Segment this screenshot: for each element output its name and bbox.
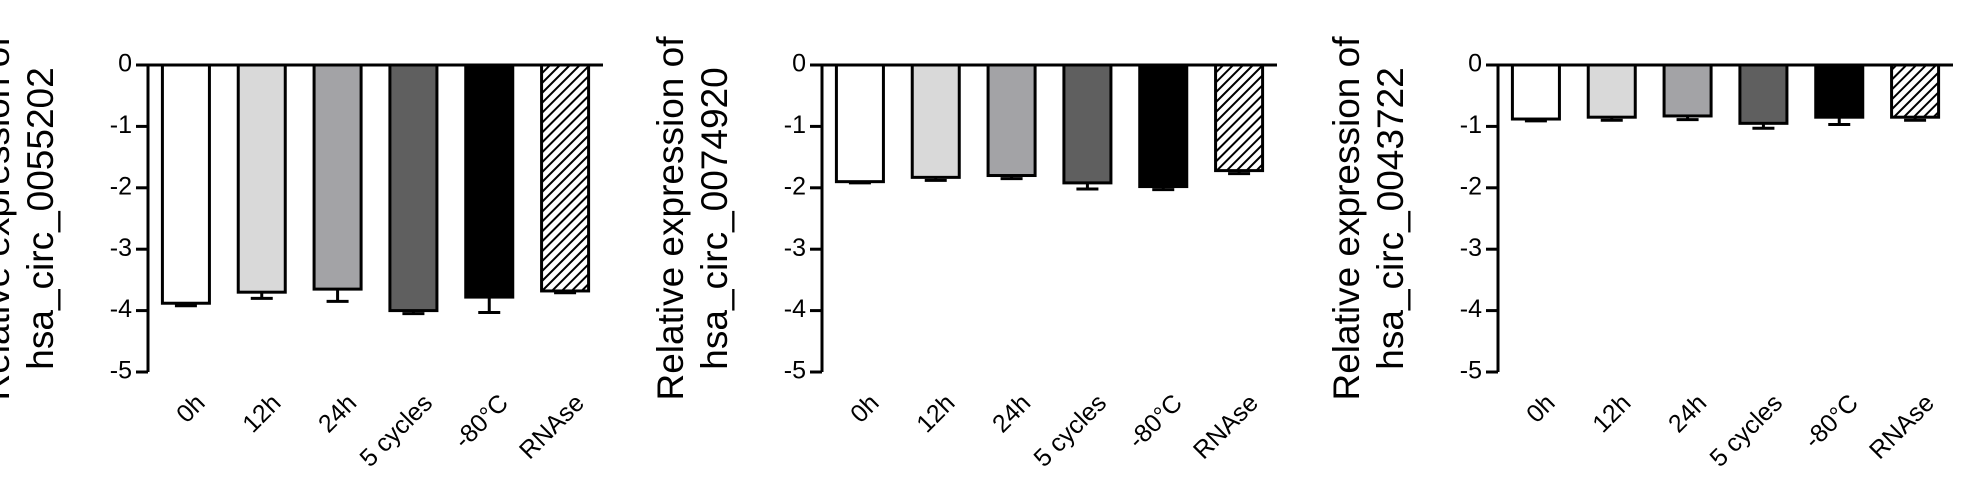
x-tick-label: 0h (171, 389, 210, 428)
y-tick-label: -4 (784, 295, 806, 323)
x-tick-label: RNAse (514, 389, 590, 465)
bar (1662, 63, 1713, 118)
y-tick-label: 0 (1468, 50, 1482, 78)
y-tick-label: -1 (1460, 111, 1482, 139)
bar (464, 63, 515, 299)
y-axis-label: hsa_circ_0074920 (694, 67, 735, 369)
x-tick-label: -80°C (1799, 389, 1864, 454)
bar (986, 63, 1037, 178)
bar (236, 63, 287, 294)
x-tick-label: 24h (1663, 389, 1712, 438)
x-tick-label: 0h (845, 389, 884, 428)
y-tick-label: -3 (110, 234, 132, 262)
y-axis-label: Relative expression of (0, 36, 17, 401)
y-tick-label: -1 (110, 111, 132, 139)
y-tick-label: 0 (118, 50, 132, 78)
x-tick-label: 12h (911, 389, 960, 438)
bar (1510, 63, 1561, 121)
y-tick-label: -4 (1460, 295, 1482, 323)
y-tick-label: -3 (1460, 234, 1482, 262)
x-tick-label: 24h (987, 389, 1036, 438)
x-tick-label: 12h (1587, 389, 1636, 438)
y-tick-label: -1 (784, 111, 806, 139)
x-tick-label: RNAse (1188, 389, 1264, 465)
y-axis-label: Relative expression of (650, 36, 691, 401)
y-tick-label: -2 (1460, 172, 1482, 200)
bar (388, 63, 439, 313)
y-tick-label: -2 (110, 172, 132, 200)
bar (312, 63, 363, 291)
bar (1138, 63, 1189, 189)
bar (1586, 63, 1637, 119)
x-tick-label: 0h (1521, 389, 1560, 428)
y-axis-label: hsa_circ_0055202 (20, 67, 61, 369)
bar (1062, 63, 1113, 185)
y-tick-label: -5 (784, 357, 806, 385)
bar (1890, 63, 1941, 119)
bar (1214, 63, 1265, 173)
bar (834, 63, 885, 184)
bar (910, 63, 961, 179)
x-tick-label: -80°C (449, 389, 514, 454)
x-tick-label: 5 cycles (1704, 389, 1788, 473)
x-tick-label: 12h (237, 389, 286, 438)
x-tick-label: -80°C (1123, 389, 1188, 454)
bar (540, 63, 591, 293)
x-tick-label: 24h (313, 389, 362, 438)
bar (1738, 63, 1789, 125)
bar (160, 63, 211, 305)
y-tick-label: -3 (784, 234, 806, 262)
x-tick-label: 5 cycles (354, 389, 438, 473)
y-axis-label: hsa_circ_0043722 (1370, 67, 1411, 369)
y-tick-label: -5 (110, 357, 132, 385)
x-tick-label: RNAse (1864, 389, 1940, 465)
y-tick-label: -5 (1460, 357, 1482, 385)
y-axis-label: Relative expression of (1326, 36, 1367, 401)
x-tick-label: 5 cycles (1028, 389, 1112, 473)
y-tick-label: -4 (110, 295, 132, 323)
bar (1814, 63, 1865, 119)
y-tick-label: 0 (792, 50, 806, 78)
y-tick-label: -2 (784, 172, 806, 200)
